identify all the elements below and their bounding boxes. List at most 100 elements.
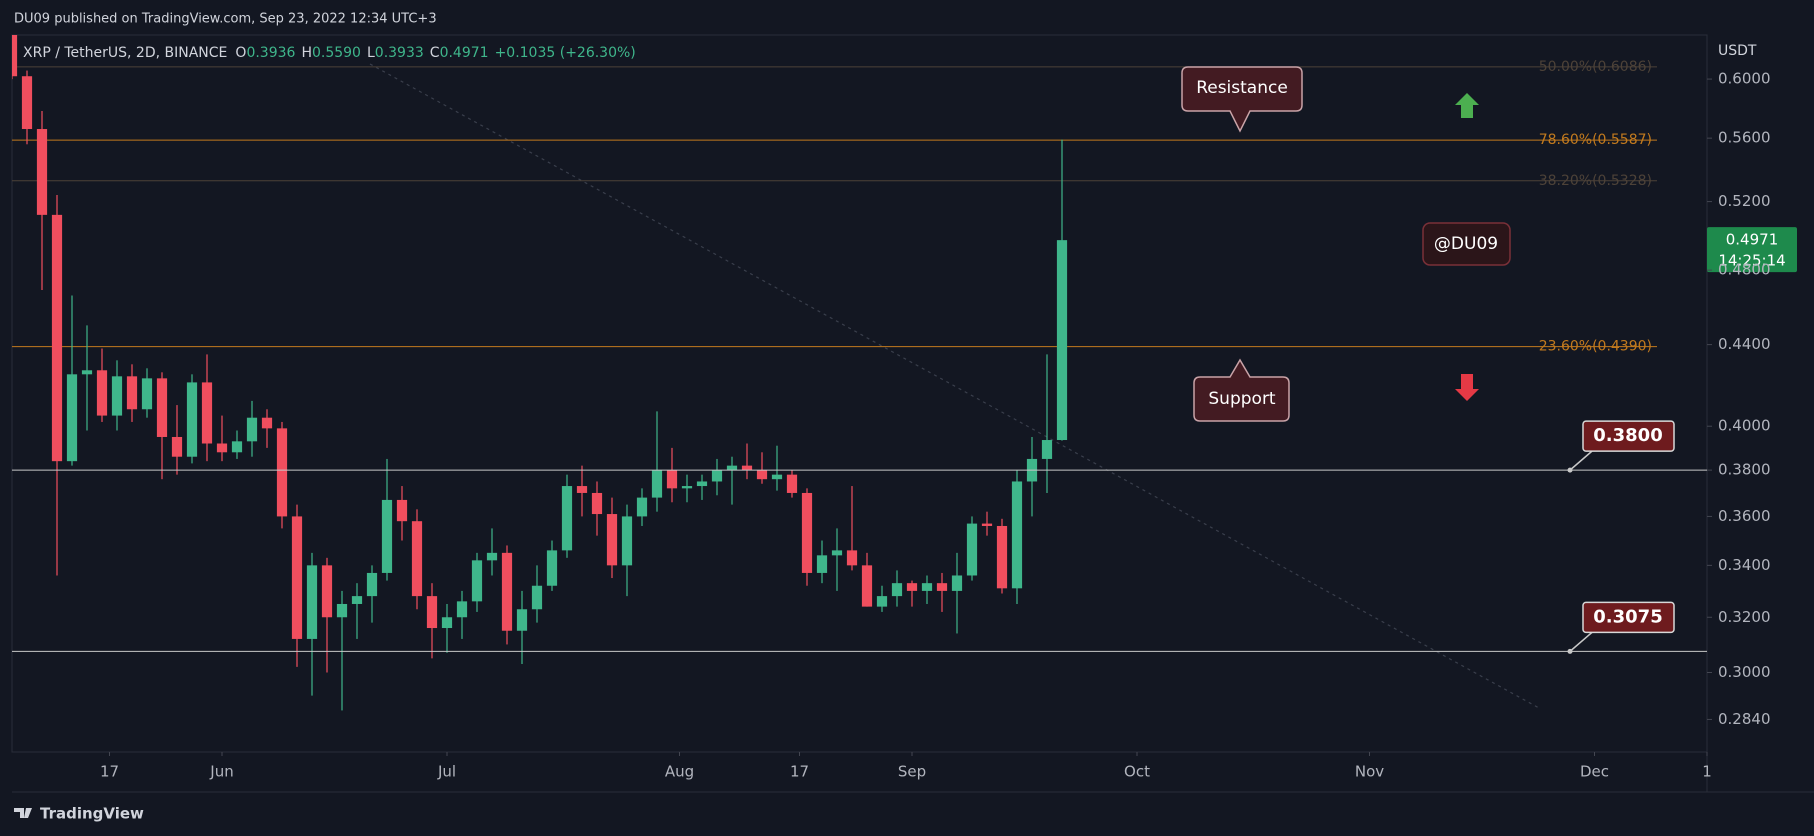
legend-key: O — [235, 45, 246, 61]
candle-body — [276, 428, 288, 517]
brand-logo — [14, 808, 32, 818]
candle-body — [651, 470, 663, 498]
candle-body — [786, 474, 798, 493]
countdown-label: 14:25:14 — [1718, 252, 1785, 270]
candle-body — [66, 374, 78, 462]
y-tick-label: 0.2840 — [1718, 710, 1771, 728]
candle-body — [891, 583, 903, 597]
x-tick-label: Dec — [1580, 763, 1609, 781]
candle-body — [591, 492, 603, 515]
candle-body — [801, 492, 813, 573]
y-tick-label: 0.3400 — [1718, 556, 1771, 574]
candle-body — [981, 523, 993, 526]
y-tick-label: 0.5600 — [1718, 129, 1771, 147]
resistance-callout — [1181, 66, 1303, 133]
x-tick-label: Sep — [898, 763, 926, 781]
candle-body — [351, 596, 363, 604]
candle-body — [516, 609, 528, 631]
legend-value: 0.5590 — [312, 45, 361, 61]
candle-body — [12, 35, 18, 77]
candle-body — [456, 601, 468, 618]
x-tick-label: 17 — [100, 763, 119, 781]
resistance-label: Resistance — [1196, 78, 1288, 98]
legend-key: L — [367, 45, 375, 61]
candle-body — [756, 470, 768, 480]
candle-body — [396, 499, 408, 522]
symbol: XRP / TetherUS, 2D, BINANCE — [23, 45, 227, 61]
candles — [12, 35, 1068, 711]
annotations: Resistance Support @DU09 — [1181, 66, 1511, 422]
candle-body — [141, 378, 153, 410]
support-callout — [1193, 358, 1290, 422]
last-price-tag — [1707, 227, 1797, 273]
level-pointer — [1569, 631, 1593, 652]
candle-body — [501, 552, 513, 631]
candle-body — [21, 76, 33, 130]
candle-body — [111, 376, 123, 416]
candle-body — [906, 583, 918, 591]
candle-body — [921, 583, 933, 591]
candle-body — [231, 441, 243, 453]
x-tick-label: Aug — [665, 763, 694, 781]
candle-body — [936, 583, 948, 591]
x-tick-label: Nov — [1355, 763, 1384, 781]
trend-line — [369, 63, 1540, 709]
fib-levels: 50.00%(0.6086) 78.60%(0.5587) 38.20%(0.532… — [12, 59, 1657, 355]
level-anchor — [1567, 648, 1573, 654]
candle-body — [171, 436, 183, 457]
level-pointer — [1569, 450, 1593, 471]
candle-body — [306, 565, 318, 639]
down-arrow — [1455, 374, 1479, 401]
y-tick-label: 0.4800 — [1718, 261, 1771, 279]
footer: TradingView — [14, 805, 144, 823]
candle-body — [861, 565, 873, 607]
x-tick-label: 1 — [1702, 763, 1712, 781]
candle-body — [381, 499, 393, 573]
x-tick-label: Jun — [209, 763, 233, 781]
x-tick-label: Oct — [1124, 763, 1150, 781]
brand-name: TradingView — [40, 805, 144, 823]
candle-body — [81, 370, 93, 375]
candle-body — [1011, 481, 1023, 589]
legend-key: C — [430, 45, 440, 61]
candle-body — [741, 465, 753, 471]
legend-value: 0.3933 — [375, 45, 424, 61]
published-note: DU09 published on TradingView.com, Sep 2… — [14, 12, 437, 27]
candle-body — [681, 486, 693, 489]
candle-body — [96, 370, 108, 416]
candle-body — [711, 470, 723, 482]
candle-body — [246, 417, 258, 442]
up-arrow — [1455, 93, 1479, 118]
candle-body — [696, 481, 708, 487]
candle-body — [831, 550, 843, 556]
candle-body — [426, 596, 438, 629]
candle-body — [216, 443, 228, 453]
candle-body — [966, 523, 978, 576]
candle-body — [126, 376, 138, 410]
price-levels: 0.3800 0.3075 0.4971 14:25:14 — [12, 227, 1797, 654]
last-price-label: 0.4971 — [1726, 231, 1779, 249]
candle-body — [156, 378, 168, 437]
candle-body — [261, 417, 273, 429]
level-anchor — [1567, 467, 1573, 473]
y-tick-label: 0.4000 — [1718, 417, 1771, 435]
candle-body — [36, 129, 48, 215]
watermark-label: @DU09 — [1434, 234, 1498, 254]
candle-body — [621, 516, 633, 566]
y-tick-label: 0.4400 — [1718, 335, 1771, 353]
candle-body — [771, 474, 783, 480]
level-box — [1582, 601, 1675, 634]
level-label: 0.3075 — [1593, 606, 1662, 627]
candle-body — [51, 214, 63, 462]
candle-body — [666, 470, 678, 489]
candle-body — [636, 497, 648, 517]
x-tick-label: 17 — [790, 763, 809, 781]
fib-label: 78.60%(0.5587) — [1539, 132, 1652, 148]
candle-body — [546, 550, 558, 586]
y-axis-label: USDT — [1718, 43, 1757, 59]
fib-label: 23.60%(0.4390) — [1539, 339, 1652, 355]
y-tick-label: 0.3800 — [1718, 461, 1771, 479]
candle-body — [876, 596, 888, 607]
candle-body — [606, 514, 618, 566]
